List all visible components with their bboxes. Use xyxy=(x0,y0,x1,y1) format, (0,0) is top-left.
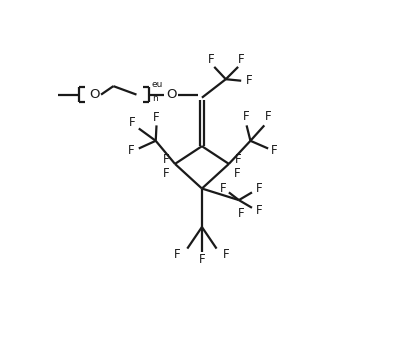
Text: F: F xyxy=(265,111,271,124)
Text: F: F xyxy=(174,248,180,261)
Text: F: F xyxy=(271,144,278,157)
Text: F: F xyxy=(162,153,169,166)
Text: F: F xyxy=(128,116,135,129)
Text: F: F xyxy=(223,248,229,261)
Text: F: F xyxy=(242,111,249,124)
Text: F: F xyxy=(199,253,205,266)
Text: F: F xyxy=(128,144,134,157)
Text: F: F xyxy=(219,182,226,195)
Text: F: F xyxy=(162,166,169,180)
Text: n: n xyxy=(152,94,158,103)
Text: O: O xyxy=(89,88,99,101)
Text: F: F xyxy=(256,203,262,216)
Text: F: F xyxy=(153,111,160,124)
Text: F: F xyxy=(256,182,262,195)
Text: F: F xyxy=(245,74,252,87)
Text: eu: eu xyxy=(152,80,163,89)
Text: F: F xyxy=(238,207,245,220)
Text: F: F xyxy=(238,53,245,66)
Text: F: F xyxy=(208,53,214,66)
Text: F: F xyxy=(234,166,241,180)
Text: F: F xyxy=(235,153,242,166)
Text: O: O xyxy=(166,88,177,101)
